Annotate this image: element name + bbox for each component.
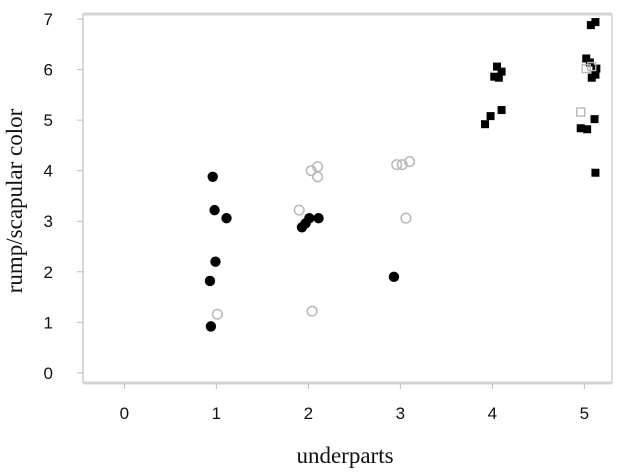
point-filled-square-17: [591, 18, 600, 27]
point-filled-circle-1: [204, 275, 216, 287]
point-filled-circle-9: [313, 213, 324, 224]
y-tick-label-1: 1: [44, 313, 53, 332]
plot-frame: [82, 12, 613, 385]
point-filled-circle-0: [205, 321, 217, 332]
point-filled-square-4: [494, 73, 503, 82]
point-filled-square-14: [591, 70, 600, 79]
point-open-circle-2: [293, 204, 305, 216]
point-filled-circle-3: [209, 204, 220, 216]
point-filled-square-7: [576, 124, 585, 133]
point-filled-square-11: [582, 54, 591, 63]
x-axis-label: underparts: [296, 443, 393, 468]
point-open-circle-5: [312, 171, 324, 183]
point-filled-circle-4: [207, 171, 218, 182]
y-tick-label-6: 6: [44, 61, 53, 80]
x-tick-label-5: 5: [580, 404, 589, 423]
x-tick-label-4: 4: [488, 404, 497, 423]
point-filled-square-10: [591, 168, 600, 177]
point-filled-square-1: [486, 112, 495, 121]
point-filled-square-2: [497, 106, 506, 115]
point-filled-circle-5: [221, 213, 232, 224]
y-tick-label-2: 2: [44, 263, 53, 282]
y-tick-label-7: 7: [44, 10, 53, 29]
x-tick-label-1: 1: [212, 404, 221, 423]
point-filled-square-8: [583, 125, 592, 134]
point-filled-square-16: [586, 21, 595, 30]
point-open-square-1: [581, 63, 591, 74]
y-tick-label-0: 0: [44, 364, 53, 383]
point-open-circle-1: [306, 305, 318, 317]
data-points: [204, 18, 601, 332]
point-filled-square-9: [590, 115, 599, 124]
point-open-circle-8: [404, 156, 416, 168]
point-filled-circle-2: [210, 256, 221, 267]
point-filled-circle-8: [304, 213, 315, 224]
point-open-square-0: [576, 107, 586, 117]
tick-labels: 0 1 2 3 4 5 0 1 2 3 4 5 6 7: [44, 10, 590, 423]
point-filled-square-6: [497, 67, 506, 76]
y-tick-label-5: 5: [44, 111, 53, 130]
y-tick-label-4: 4: [44, 162, 53, 181]
point-open-circle-7: [396, 159, 408, 171]
point-filled-square-0: [481, 120, 490, 129]
point-open-circle-6: [391, 159, 403, 171]
point-filled-circle-10: [388, 271, 400, 283]
axis-ticks: [77, 18, 585, 389]
point-open-circle-0: [211, 308, 223, 320]
point-filled-square-5: [493, 62, 501, 71]
point-open-circle-9: [400, 212, 412, 224]
point-open-square-2: [587, 61, 597, 72]
x-tick-label-0: 0: [120, 404, 129, 423]
x-tick-label-3: 3: [396, 404, 405, 423]
y-axis-label: rump/scapular color: [2, 108, 27, 293]
x-tick-label-2: 2: [304, 404, 313, 423]
y-tick-label-3: 3: [44, 212, 53, 231]
point-filled-square-3: [490, 72, 499, 81]
